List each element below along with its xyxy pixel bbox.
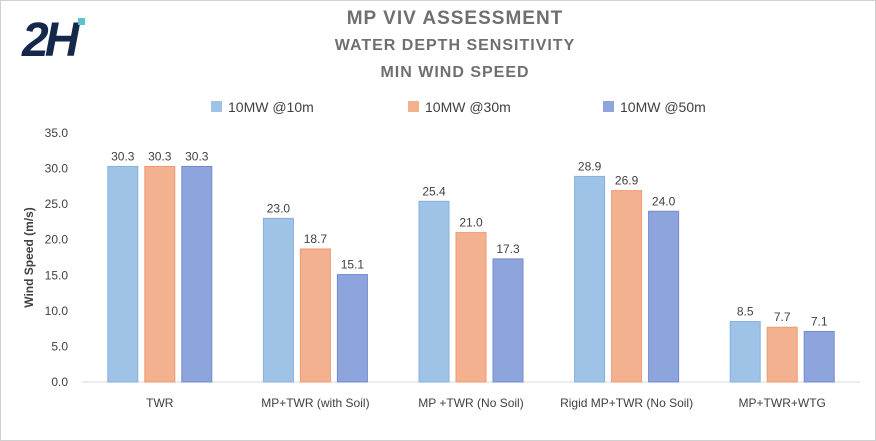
- data-label: 8.5: [737, 305, 754, 319]
- y-tick-label: 30.0: [45, 162, 69, 176]
- bar: [144, 165, 176, 383]
- bar: [336, 274, 368, 383]
- chart-title-line-2: WATER DEPTH SENSITIVITY: [334, 37, 576, 54]
- legend-swatch: [408, 101, 419, 112]
- bar: [648, 210, 680, 383]
- bar: [107, 165, 139, 383]
- legend-label: 10MW @30m: [425, 99, 511, 115]
- x-category-label: TWR: [146, 396, 174, 410]
- data-label: 15.1: [341, 258, 365, 272]
- legend-label: 10MW @50m: [620, 99, 706, 115]
- legend-swatch: [211, 101, 222, 112]
- bar: [181, 165, 213, 383]
- data-label: 7.1: [811, 314, 828, 328]
- bar: [418, 200, 450, 383]
- y-tick-label: 0.0: [51, 375, 68, 389]
- bar: [455, 232, 487, 383]
- legend-label: 10MW @10m: [228, 99, 314, 115]
- bar: [611, 190, 643, 383]
- bar: [803, 330, 835, 383]
- chart-title-line-1: MP VIV ASSESSMENT: [346, 8, 564, 29]
- x-category-label: MP +TWR (No Soil): [418, 396, 523, 410]
- data-label: 7.7: [774, 310, 791, 324]
- data-label: 24.0: [652, 194, 676, 208]
- bar: [766, 326, 798, 383]
- chart-title-line-3: MIN WIND SPEED: [380, 64, 530, 81]
- bar: [262, 217, 294, 383]
- company-logo: 2H: [21, 14, 85, 62]
- bar: [729, 321, 761, 383]
- svg-text:2H: 2H: [21, 14, 81, 62]
- y-axis-label: Wind Speed (m/s): [22, 207, 36, 308]
- y-tick-label: 35.0: [45, 126, 69, 140]
- y-tick-label: 25.0: [45, 197, 69, 211]
- data-label: 17.3: [496, 242, 520, 256]
- data-label: 21.0: [459, 216, 483, 230]
- x-category-label: MP+TWR+WTG: [739, 396, 826, 410]
- data-label: 23.0: [267, 201, 291, 215]
- x-category-label: Rigid MP+TWR (No Soil): [560, 396, 693, 410]
- bar: [299, 248, 331, 383]
- data-label: 28.9: [578, 159, 602, 173]
- y-tick-label: 20.0: [45, 233, 69, 247]
- data-label: 25.4: [422, 184, 446, 198]
- y-tick-label: 10.0: [45, 304, 69, 318]
- data-label: 30.3: [148, 149, 172, 163]
- legend-swatch: [603, 101, 614, 112]
- data-label: 18.7: [304, 232, 328, 246]
- y-tick-label: 15.0: [45, 268, 69, 282]
- bar: [492, 258, 524, 383]
- x-category-label: MP+TWR (with Soil): [261, 396, 369, 410]
- bar: [574, 175, 606, 383]
- data-label: 26.9: [615, 174, 639, 188]
- y-tick-label: 5.0: [51, 339, 68, 353]
- data-label: 30.3: [111, 149, 135, 163]
- data-label: 30.3: [185, 149, 209, 163]
